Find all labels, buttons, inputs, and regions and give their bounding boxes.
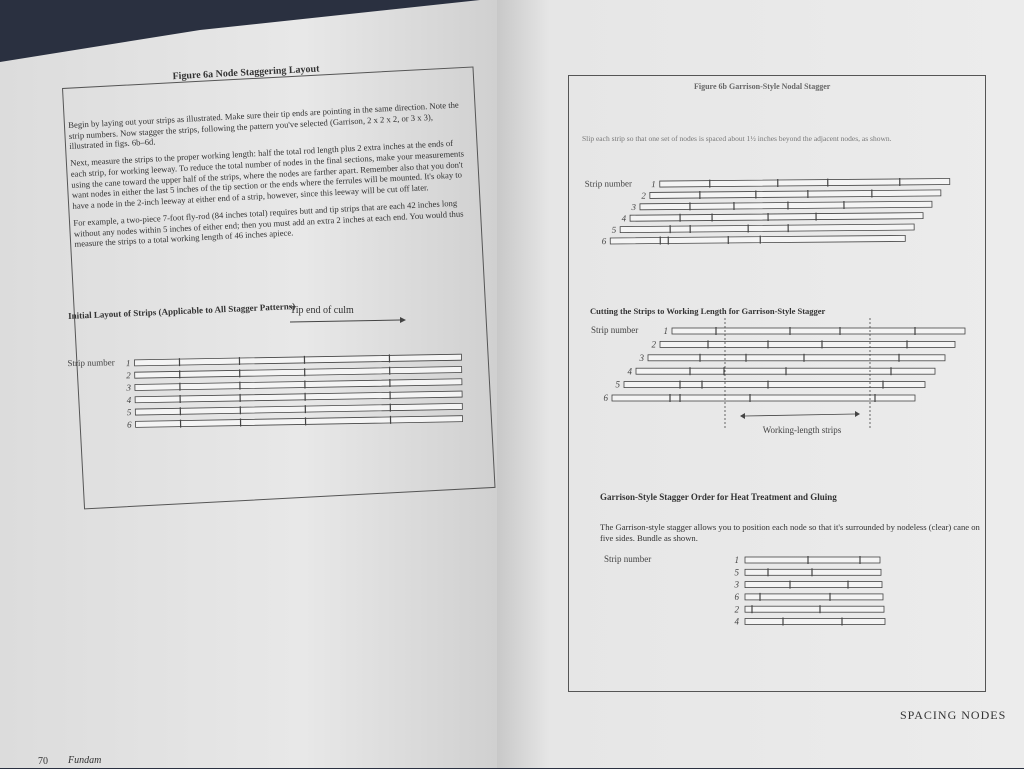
strip-number: 3 <box>630 202 636 212</box>
strip <box>660 179 950 188</box>
strip-number: 4 <box>628 366 633 376</box>
strip-number: 1 <box>126 358 131 368</box>
strip-number: 3 <box>639 353 645 363</box>
strip <box>135 366 462 378</box>
strip-number: 5 <box>127 407 132 417</box>
arrow <box>290 320 400 322</box>
strip-number: 6 <box>602 236 607 246</box>
strip-number: 1 <box>735 555 740 565</box>
strip-number: 5 <box>735 567 740 577</box>
strip-number: 2 <box>641 191 646 201</box>
strip <box>745 594 883 600</box>
strip-number: 6 <box>735 592 740 602</box>
strip <box>650 190 941 199</box>
strip <box>136 416 463 428</box>
strip-number: 3 <box>734 580 740 590</box>
strip-diagram: Strip number 1 2 3 4 5 6 <box>67 351 462 430</box>
strip-number: 5 <box>616 380 621 390</box>
arrow-head <box>740 413 745 419</box>
strip <box>745 606 884 612</box>
strip <box>640 201 932 210</box>
strip-number: 4 <box>127 395 132 405</box>
strip <box>134 354 461 366</box>
strip-diagram: Strip number 1 5 3 6 2 4 <box>604 554 885 627</box>
strip <box>660 341 955 347</box>
strip <box>620 224 914 233</box>
strip-number: 5 <box>612 225 617 235</box>
strip-number: 4 <box>622 213 627 223</box>
strip-number: 6 <box>604 393 609 403</box>
working-label: Working-length strips <box>763 425 842 435</box>
strip-number: 4 <box>735 617 740 627</box>
strip <box>135 379 462 391</box>
strip-number: 2 <box>126 370 131 380</box>
strip <box>612 395 915 401</box>
strip-label: Strip number <box>585 178 632 188</box>
strip-label: Strip number <box>67 357 114 368</box>
strip <box>745 619 885 625</box>
strip-label: Strip number <box>591 325 638 335</box>
strip-label: Strip number <box>604 554 651 564</box>
strip <box>630 213 923 222</box>
arrow-head <box>855 411 860 417</box>
strip <box>745 569 881 575</box>
strip <box>610 235 905 244</box>
strip <box>624 382 925 388</box>
strip-number: 2 <box>735 604 740 614</box>
strip-number: 3 <box>125 383 131 393</box>
strip <box>648 355 945 361</box>
strip-number: 6 <box>127 419 132 429</box>
arrow-head <box>400 317 406 323</box>
strip <box>135 403 462 415</box>
strip-number: 2 <box>652 339 657 349</box>
strip <box>135 391 462 403</box>
strip <box>745 582 882 588</box>
strip-number: 1 <box>664 326 669 336</box>
strip-number: 1 <box>651 179 656 189</box>
arrow <box>745 414 855 416</box>
